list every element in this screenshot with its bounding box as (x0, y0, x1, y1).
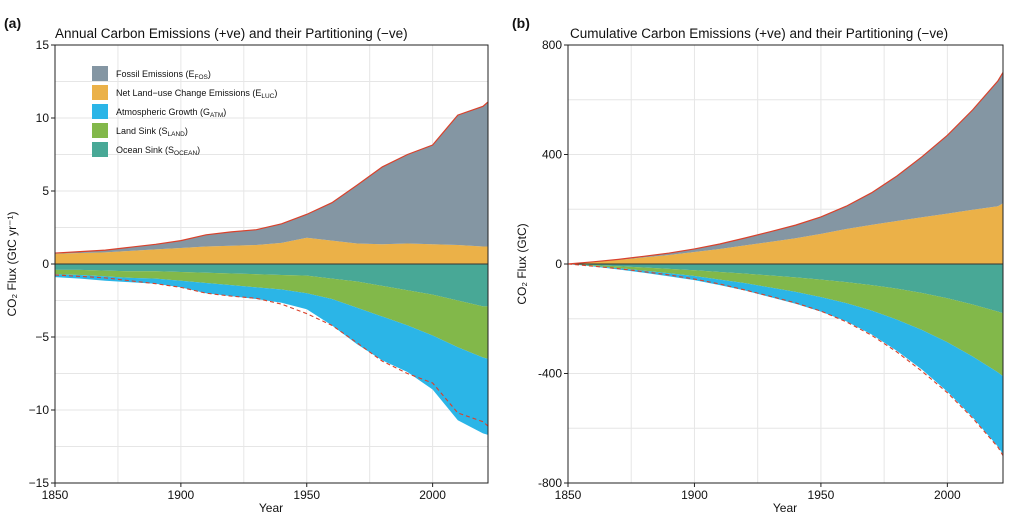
legend-label-fos: Fossil Emissions (EFOS) (116, 69, 211, 81)
panel-a-title: Annual Carbon Emissions (+ve) and their … (55, 26, 408, 41)
legend-label-atm: Atmospheric Growth (GATM) (116, 107, 226, 119)
x-tick-label: 1850 (555, 488, 582, 502)
legend-subscript: ATM (210, 112, 223, 119)
panel-b-lines (567, 72, 1004, 456)
y-tick-label: 10 (36, 111, 50, 125)
area-land-sink (55, 269, 488, 359)
panel-b-title: Cumulative Carbon Emissions (+ve) and th… (570, 26, 948, 41)
area-land-sink (568, 264, 1003, 377)
y-tick-label: −15 (29, 476, 50, 490)
legend-label-luc: Net Land−use Change Emissions (ELUC) (116, 88, 277, 100)
x-tick-label: 1900 (168, 488, 195, 502)
y-tick-label: 800 (542, 38, 562, 52)
area-atmospheric-growth (55, 274, 488, 435)
legend-label-ocean: Ocean Sink (SOCEAN) (116, 145, 200, 157)
y-tick-label: −5 (35, 330, 49, 344)
panel-a-chart: (a) Annual Carbon Emissions (+ve) and th… (4, 15, 489, 515)
area-fossil-emissions (568, 72, 1003, 264)
area-fossil-emissions (55, 101, 488, 254)
panel-a-y-axis: 15 10 5 0 −5 −10 −15 (29, 38, 55, 490)
area-net-land-use-change-emissions (55, 237, 488, 264)
x-tick-label: 1900 (681, 488, 708, 502)
panel-a-y-label: CO₂ Flux (GtC yr⁻¹) (5, 212, 19, 317)
x-tick-label: 1950 (808, 488, 835, 502)
x-tick-label: 2000 (934, 488, 961, 502)
legend-swatch-land (92, 123, 108, 138)
total-emissions-line (567, 72, 1004, 265)
legend-subscript: OCEAN (174, 150, 197, 157)
emissions-mirror-line (54, 274, 489, 427)
legend-close: ) (208, 69, 211, 79)
panel-a-label: (a) (4, 15, 21, 31)
legend-subscript: LAND (168, 131, 186, 138)
y-tick-label: −10 (29, 403, 50, 417)
panel-a-legend: Fossil Emissions (EFOS)Net Land−use Chan… (92, 66, 277, 157)
legend-close: ) (223, 107, 226, 117)
x-tick-label: 1850 (42, 488, 69, 502)
legend-label-land: Land Sink (SLAND) (116, 126, 188, 138)
area-ocean-sink (55, 264, 488, 307)
legend-swatch-fos (92, 66, 108, 81)
legend-text: Fossil Emissions (E (116, 69, 195, 79)
panel-a-x-axis: 1850 1900 1950 2000 (42, 483, 446, 502)
y-tick-label: 0 (42, 257, 49, 271)
panel-b-y-axis: 800 400 0 -400 -800 (538, 38, 568, 490)
y-tick-label: -400 (538, 367, 562, 381)
x-tick-label: 1950 (293, 488, 320, 502)
legend-text: Net Land−use Change Emissions (E (116, 88, 261, 98)
legend-swatch-atm (92, 104, 108, 119)
legend-swatch-ocean (92, 142, 108, 157)
emissions-mirror-line (567, 263, 1004, 456)
legend-close: ) (274, 88, 277, 98)
y-tick-label: 0 (555, 257, 562, 271)
panel-b-areas (568, 72, 1003, 455)
legend-swatch-luc (92, 85, 108, 100)
legend-subscript: FOS (195, 74, 209, 81)
y-tick-label: -800 (538, 476, 562, 490)
panel-b-chart: (b) Cumulative Carbon Emissions (+ve) an… (512, 15, 1004, 515)
area-ocean-sink (568, 264, 1003, 314)
panel-b-x-axis: 1850 1900 1950 2000 (555, 483, 961, 502)
y-tick-label: 15 (36, 38, 50, 52)
legend-close: ) (197, 145, 200, 155)
panel-a-x-label: Year (259, 501, 283, 515)
panel-a-areas (55, 101, 488, 435)
area-net-land-use-change-emissions (568, 203, 1003, 264)
total-emissions-line (54, 101, 489, 254)
legend-text: Atmospheric Growth (G (116, 107, 210, 117)
area-atmospheric-growth (568, 264, 1003, 455)
legend-text: Land Sink (S (116, 126, 168, 136)
panel-a-lines (54, 101, 489, 427)
panel-b-y-label: CO₂ Flux (GtC) (515, 223, 529, 304)
y-tick-label: 400 (542, 148, 562, 162)
legend-text: Ocean Sink (S (116, 145, 174, 155)
legend-close: ) (185, 126, 188, 136)
x-tick-label: 2000 (419, 488, 446, 502)
y-tick-label: 5 (42, 184, 49, 198)
legend-subscript: LUC (261, 93, 274, 100)
panel-b-label: (b) (512, 15, 530, 31)
panel-b-x-label: Year (773, 501, 797, 515)
